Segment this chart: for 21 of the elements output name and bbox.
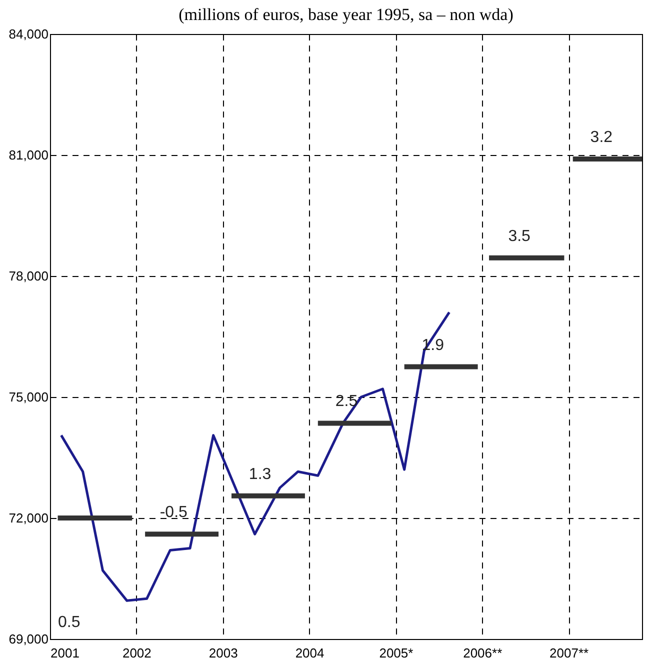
annotation: 1.3	[248, 466, 272, 483]
x-tick-label: 2002	[122, 646, 152, 660]
annotation: 3.2	[590, 129, 613, 146]
y-tick-label: 84,000	[8, 26, 48, 42]
annotation: 2.5	[335, 393, 358, 410]
x-tick-label: 2004	[295, 646, 324, 660]
x-tick-label: 2006**	[463, 646, 502, 660]
annotation: -0.5	[160, 504, 188, 522]
y-tick-label: 72,000	[8, 510, 48, 526]
line-series	[60, 311, 451, 602]
y-tick-label: 69,000	[8, 632, 48, 646]
y-tick-label: 81,000	[8, 148, 48, 162]
y-tick-label: 78,000	[8, 268, 48, 284]
x-tick-label: 2005*	[379, 646, 414, 660]
y-tick-label: 75,000	[8, 390, 48, 404]
annotation: 3.5	[508, 228, 531, 245]
x-tick-label: 2003	[208, 646, 238, 660]
x-tick-label: 2007**	[550, 646, 589, 660]
annotation: 0.5	[58, 614, 80, 631]
x-tick-label: 2001	[50, 646, 80, 660]
chart-title: (millions of euros, base year 1995, sa – non wda)	[178, 5, 514, 24]
